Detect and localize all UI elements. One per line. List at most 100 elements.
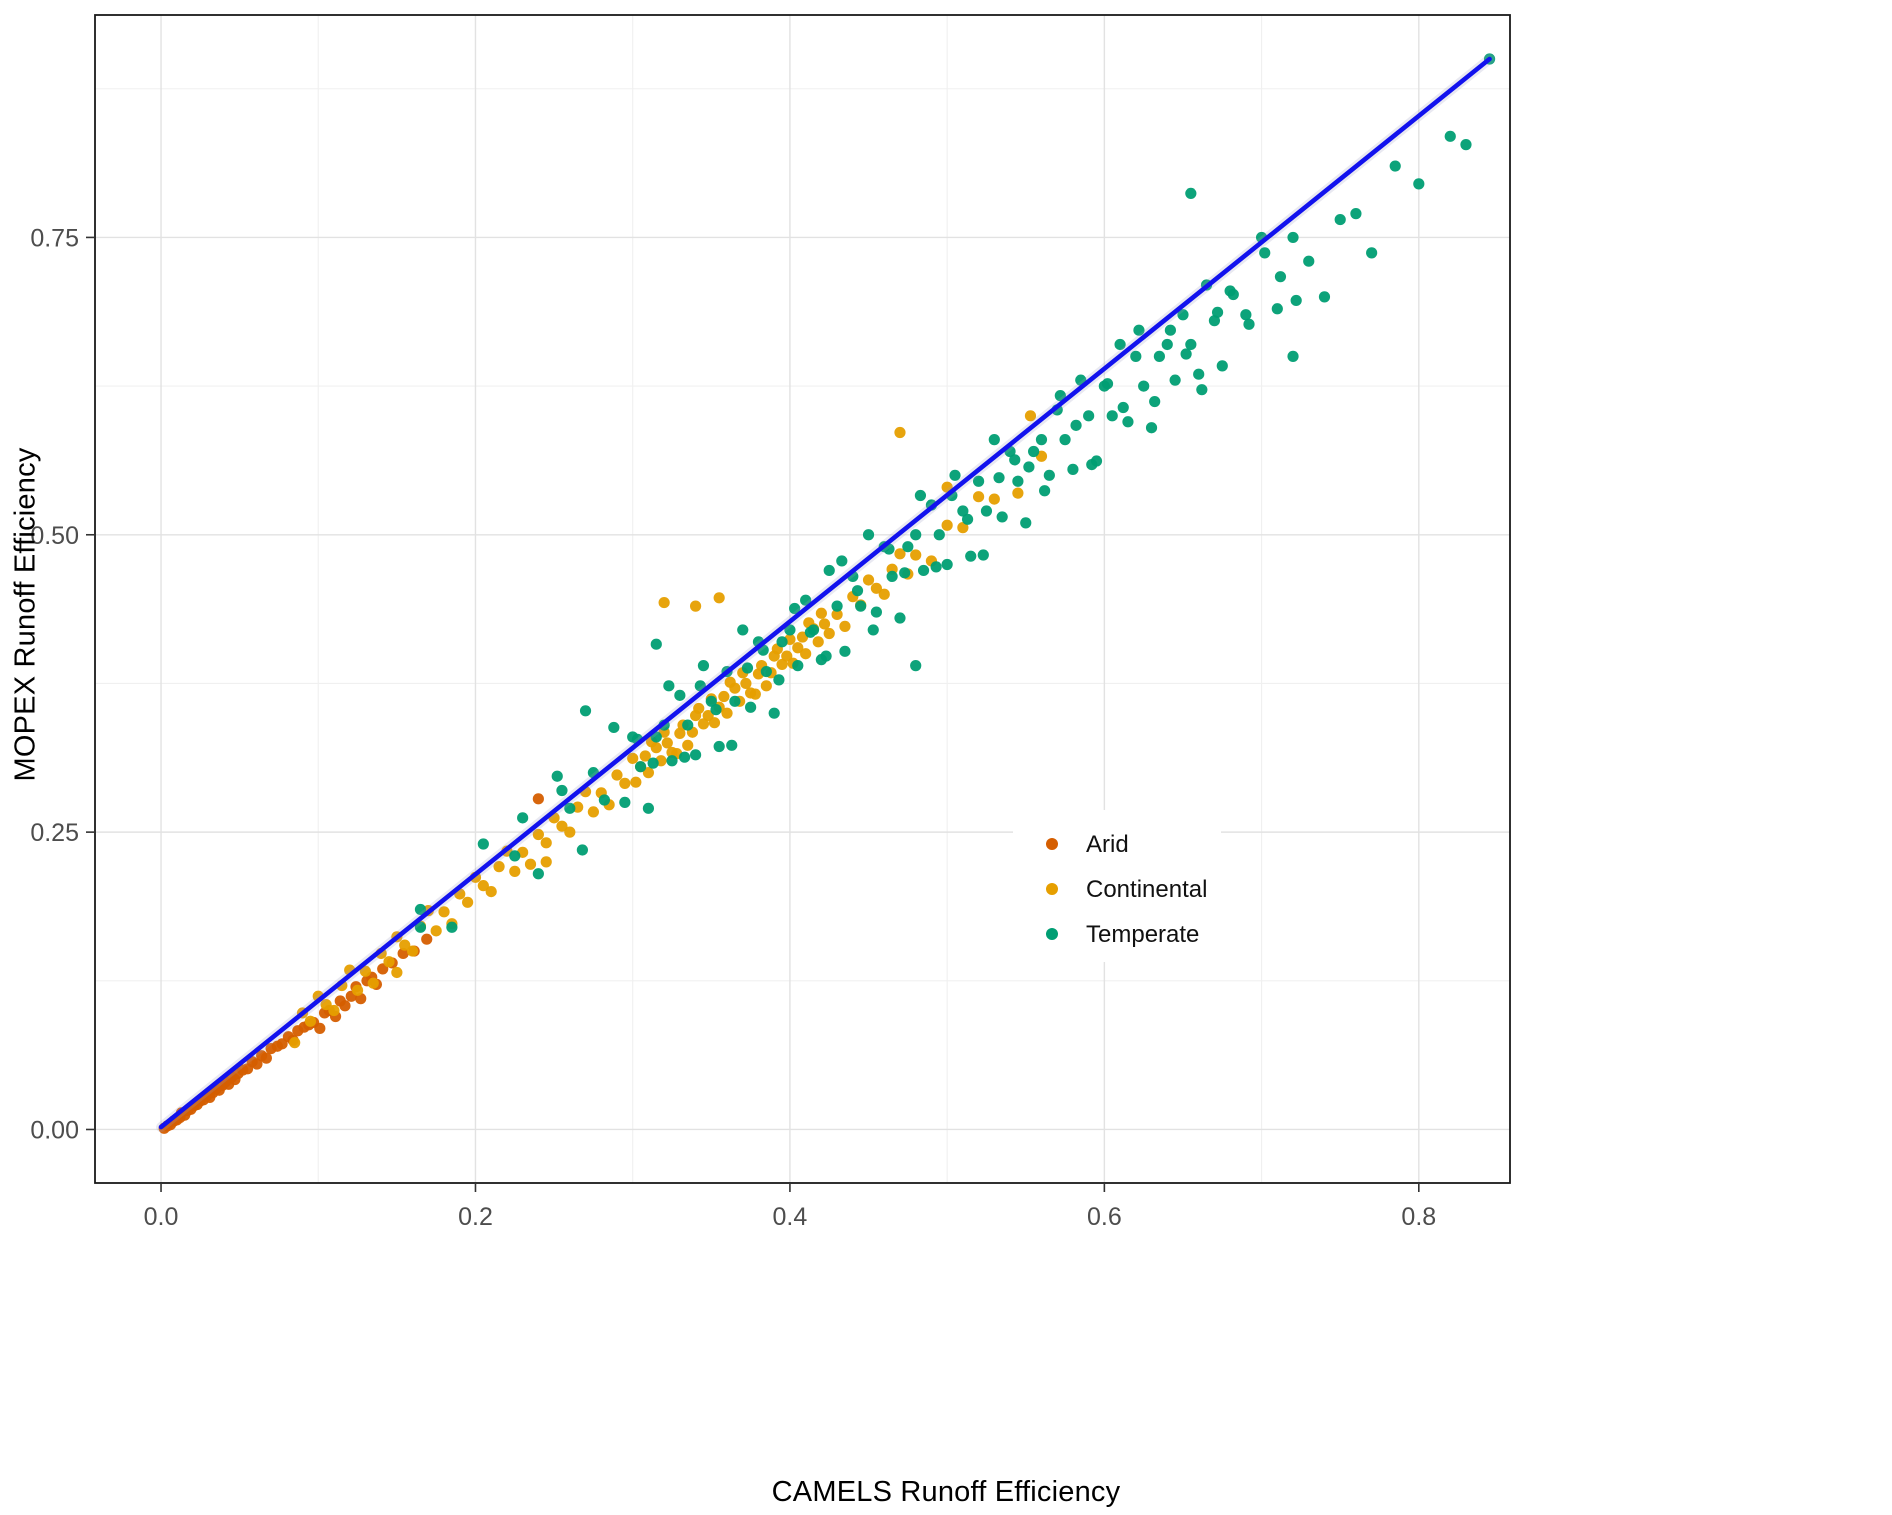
y-tick-label: 0.25 [30, 819, 79, 847]
data-point-temperate [910, 529, 922, 541]
data-point-temperate [941, 558, 953, 571]
data-point-temperate [961, 513, 974, 525]
data-point-temperate [800, 594, 812, 606]
data-point-temperate [768, 707, 780, 719]
data-point-temperate [902, 541, 914, 553]
data-point-temperate [647, 757, 659, 769]
data-point-temperate [831, 600, 843, 612]
data-point-temperate [509, 850, 521, 862]
data-point-temperate [910, 660, 922, 672]
data-point-temperate [977, 549, 989, 561]
data-point-continental [661, 737, 673, 749]
x-tick-label: 0.6 [1087, 1203, 1122, 1231]
data-point-continental [391, 966, 403, 979]
data-point-temperate [446, 921, 458, 933]
data-point-temperate [729, 695, 741, 707]
data-point-temperate [1130, 350, 1142, 362]
data-point-temperate [564, 802, 576, 814]
legend-swatch-arid [1046, 838, 1058, 850]
data-point-temperate [760, 665, 772, 678]
y-axis-title: MOPEX Runoff Efficiency [9, 447, 42, 782]
data-point-temperate [1070, 419, 1082, 431]
data-point-continental [724, 676, 736, 688]
data-point-continental [910, 549, 922, 561]
data-point-temperate [517, 812, 529, 824]
data-point-temperate [886, 570, 898, 583]
x-axis-title: CAMELS Runoff Efficiency [771, 1476, 1121, 1508]
data-point-continental [328, 1004, 340, 1017]
data-point-temperate [650, 731, 662, 743]
data-point-continental [812, 636, 824, 648]
data-point-continental [693, 702, 705, 715]
data-point-temperate [1366, 247, 1378, 259]
data-point-continental [304, 1015, 316, 1027]
data-point-temperate [697, 660, 710, 672]
data-point-temperate [899, 567, 911, 579]
data-point-temperate [1169, 374, 1181, 386]
data-point-temperate [1185, 338, 1197, 351]
data-point-continental [406, 945, 419, 957]
data-point-temperate [980, 505, 993, 517]
data-point-temperate [933, 529, 945, 541]
data-point-continental [556, 820, 568, 832]
data-point-temperate [1240, 309, 1252, 321]
data-point-arid [421, 933, 433, 945]
data-point-continental [351, 984, 364, 996]
data-point-temperate [1334, 213, 1346, 226]
data-point-temperate [836, 555, 848, 567]
data-point-temperate [598, 794, 611, 806]
data-point-temperate [914, 489, 927, 502]
data-point-continental [894, 548, 906, 560]
data-point-temperate [1122, 416, 1134, 428]
data-point-arid [251, 1058, 263, 1070]
data-point-temperate [1413, 178, 1425, 190]
data-point-temperate [705, 695, 717, 707]
data-point-continental [815, 607, 827, 619]
data-point-temperate [776, 636, 788, 648]
data-point-temperate [1444, 130, 1456, 142]
legend-swatch-continental [1046, 883, 1058, 895]
data-point-temperate [1227, 288, 1239, 301]
data-point-temperate [678, 751, 691, 763]
data-point-temperate [1106, 410, 1118, 422]
data-point-continental [485, 885, 497, 898]
data-point-temperate [642, 802, 655, 814]
x-tick-label: 0.4 [773, 1203, 808, 1231]
data-point-continental [477, 880, 489, 892]
data-point-temperate [1133, 324, 1145, 336]
data-point-arid [260, 1052, 272, 1064]
data-point-temperate [532, 868, 544, 880]
data-point-continental [438, 906, 450, 918]
data-point-continental [462, 896, 474, 908]
data-point-temperate [579, 705, 592, 717]
data-point-continental [399, 939, 411, 951]
data-point-continental [792, 642, 804, 654]
data-point-temperate [820, 650, 832, 662]
data-point-continental [697, 718, 710, 730]
data-point-temperate [663, 680, 675, 692]
data-point-temperate [1196, 384, 1208, 396]
data-point-temperate [1216, 360, 1228, 372]
data-point-continental [367, 977, 379, 989]
data-point-temperate [666, 755, 678, 767]
data-point-temperate [737, 624, 749, 636]
data-point-continental [870, 582, 882, 594]
data-point-temperate [917, 564, 930, 577]
data-point-temperate [1039, 485, 1051, 497]
data-point-temperate [1290, 294, 1302, 307]
data-point-continental [894, 426, 906, 439]
data-point-continental [957, 522, 969, 534]
data-point-temperate [804, 626, 816, 638]
data-point-continental [718, 690, 730, 703]
data-point-temperate [870, 606, 882, 618]
data-point-continental [524, 858, 537, 870]
data-point-temperate [576, 844, 588, 856]
data-point-temperate [894, 612, 906, 624]
data-point-temperate [1028, 445, 1040, 458]
data-point-temperate [726, 739, 738, 751]
data-point-temperate [1114, 338, 1126, 351]
data-point-temperate [414, 903, 427, 916]
data-point-continental [383, 956, 395, 968]
